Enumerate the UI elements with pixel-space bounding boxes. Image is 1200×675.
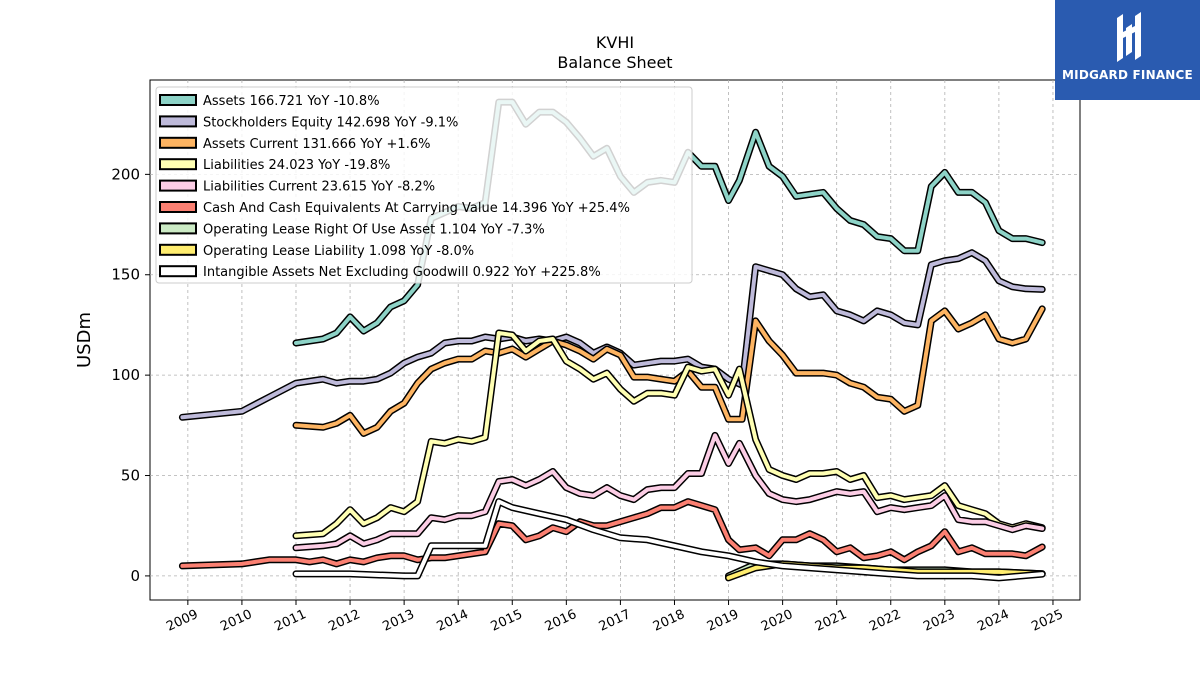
y-tick-label: 0 xyxy=(130,567,140,585)
midgard-logo-icon xyxy=(1117,12,1141,62)
x-tick-label: 2017 xyxy=(597,607,633,635)
y-tick-label: 100 xyxy=(111,366,140,384)
x-tick-label: 2009 xyxy=(164,607,200,635)
legend-swatch-3 xyxy=(159,136,197,149)
brand-logo: MIDGARD FINANCE xyxy=(1055,0,1200,100)
legend-swatch-7 xyxy=(159,222,197,235)
legend-label-8: Operating Lease Liability 1.098 YoY -8.0… xyxy=(203,244,474,259)
series-line-9 xyxy=(294,499,1045,580)
legend-swatch-4 xyxy=(159,158,197,171)
x-tick-label: 2025 xyxy=(1029,607,1065,635)
series-line-6 xyxy=(180,499,1045,568)
y-tick-label: 50 xyxy=(121,467,140,485)
x-tick-label: 2019 xyxy=(705,607,741,635)
legend-label-2: Stockholders Equity 142.698 YoY -9.1% xyxy=(203,115,458,130)
y-tick-label: 200 xyxy=(111,165,140,183)
x-tick-label: 2010 xyxy=(218,607,254,635)
x-tick-label: 2021 xyxy=(813,607,849,635)
x-tick-label: 2011 xyxy=(272,607,308,635)
x-tick-label: 2024 xyxy=(975,607,1011,635)
legend-label-1: Assets 166.721 YoY -10.8% xyxy=(203,94,380,109)
x-tick-label: 2016 xyxy=(543,607,579,635)
legend: Assets 166.721 YoY -10.8% Stockholders Eq… xyxy=(155,86,693,284)
legend-label-9: Intangible Assets Net Excluding Goodwill… xyxy=(203,265,601,280)
chart-title: KVHI xyxy=(596,33,634,52)
legend-label-4: Liabilities 24.023 YoY -19.8% xyxy=(203,158,390,173)
series-line-2 xyxy=(180,250,1045,420)
x-tick-label: 2020 xyxy=(759,607,795,635)
legend-swatch-9 xyxy=(159,265,197,278)
legend-swatch-6 xyxy=(159,201,197,213)
legend-swatch-8 xyxy=(159,243,197,256)
y-axis-label: USDm xyxy=(74,312,95,368)
x-tick-label: 2018 xyxy=(651,607,687,635)
chart-subtitle: Balance Sheet xyxy=(557,53,672,72)
legend-swatch-1 xyxy=(159,94,197,106)
x-tick-label: 2023 xyxy=(921,607,957,635)
brand-name: MIDGARD FINANCE xyxy=(1062,68,1193,82)
y-tick-label: 150 xyxy=(111,266,140,284)
legend-label-3: Assets Current 131.666 YoY +1.6% xyxy=(203,137,430,152)
legend-label-5: Liabilities Current 23.615 YoY -8.2% xyxy=(203,180,435,195)
x-tick-label: 2012 xyxy=(326,607,362,635)
legend-label-7: Operating Lease Right Of Use Asset 1.104… xyxy=(203,222,545,237)
legend-label-6: Cash And Cash Equivalents At Carrying Va… xyxy=(203,201,630,216)
legend-box xyxy=(155,86,693,284)
legend-swatch-2 xyxy=(159,115,197,128)
series-line-3 xyxy=(294,306,1045,436)
x-tick-label: 2015 xyxy=(489,607,525,635)
series-line-5 xyxy=(294,433,1045,550)
x-tick-label: 2014 xyxy=(435,607,471,635)
x-tick-label: 2022 xyxy=(867,607,903,635)
x-tick-label: 2013 xyxy=(380,607,416,635)
series-line-4 xyxy=(294,331,1045,538)
legend-swatch-5 xyxy=(159,179,197,192)
